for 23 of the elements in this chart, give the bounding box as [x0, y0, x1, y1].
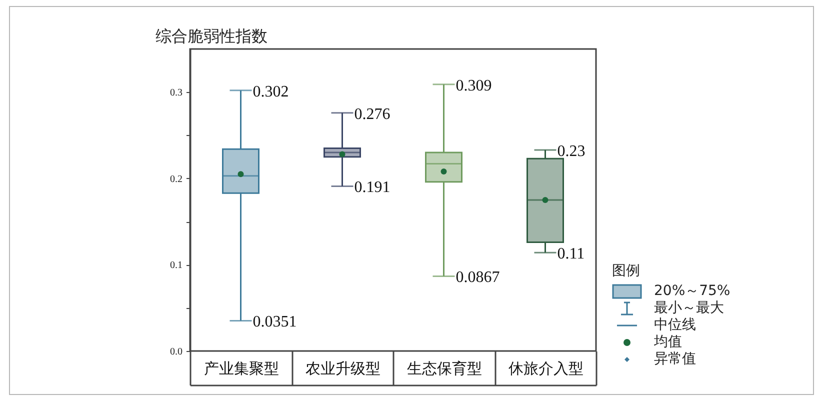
- annotation: 0.191: [354, 179, 390, 196]
- legend-title: 图例: [612, 262, 641, 281]
- x-tick-label: 生态保育型: [406, 360, 482, 378]
- text: 最小～最大: [654, 300, 724, 317]
- x-tick-label: 产业集聚型: [204, 360, 279, 378]
- x-tick-label: 休旅介入型: [508, 360, 584, 378]
- y-axis-title: 综合脆弱性指数: [156, 26, 268, 46]
- legend-label: 20%～75%: [654, 283, 730, 300]
- text: 中位线: [654, 317, 696, 334]
- annotation: 0.11: [557, 246, 585, 263]
- legend-label: 均值: [654, 334, 682, 351]
- y-tick-label: 0.2: [170, 174, 182, 185]
- text: 异常值: [654, 351, 696, 368]
- y-tick-label: 0.3: [170, 88, 182, 99]
- annotation: 0.309: [456, 77, 492, 94]
- y-tick-label: 0.0: [170, 346, 182, 358]
- annotation: 0.0867: [456, 269, 500, 286]
- annotation: 0.276: [354, 106, 390, 123]
- annotation: 0.302: [252, 83, 289, 100]
- x-tick-label: 农业升级型: [305, 360, 380, 378]
- y-tick-label: 0.1: [170, 260, 182, 272]
- annotation: 0.23: [557, 142, 586, 160]
- annotation: 0.0351: [252, 314, 297, 331]
